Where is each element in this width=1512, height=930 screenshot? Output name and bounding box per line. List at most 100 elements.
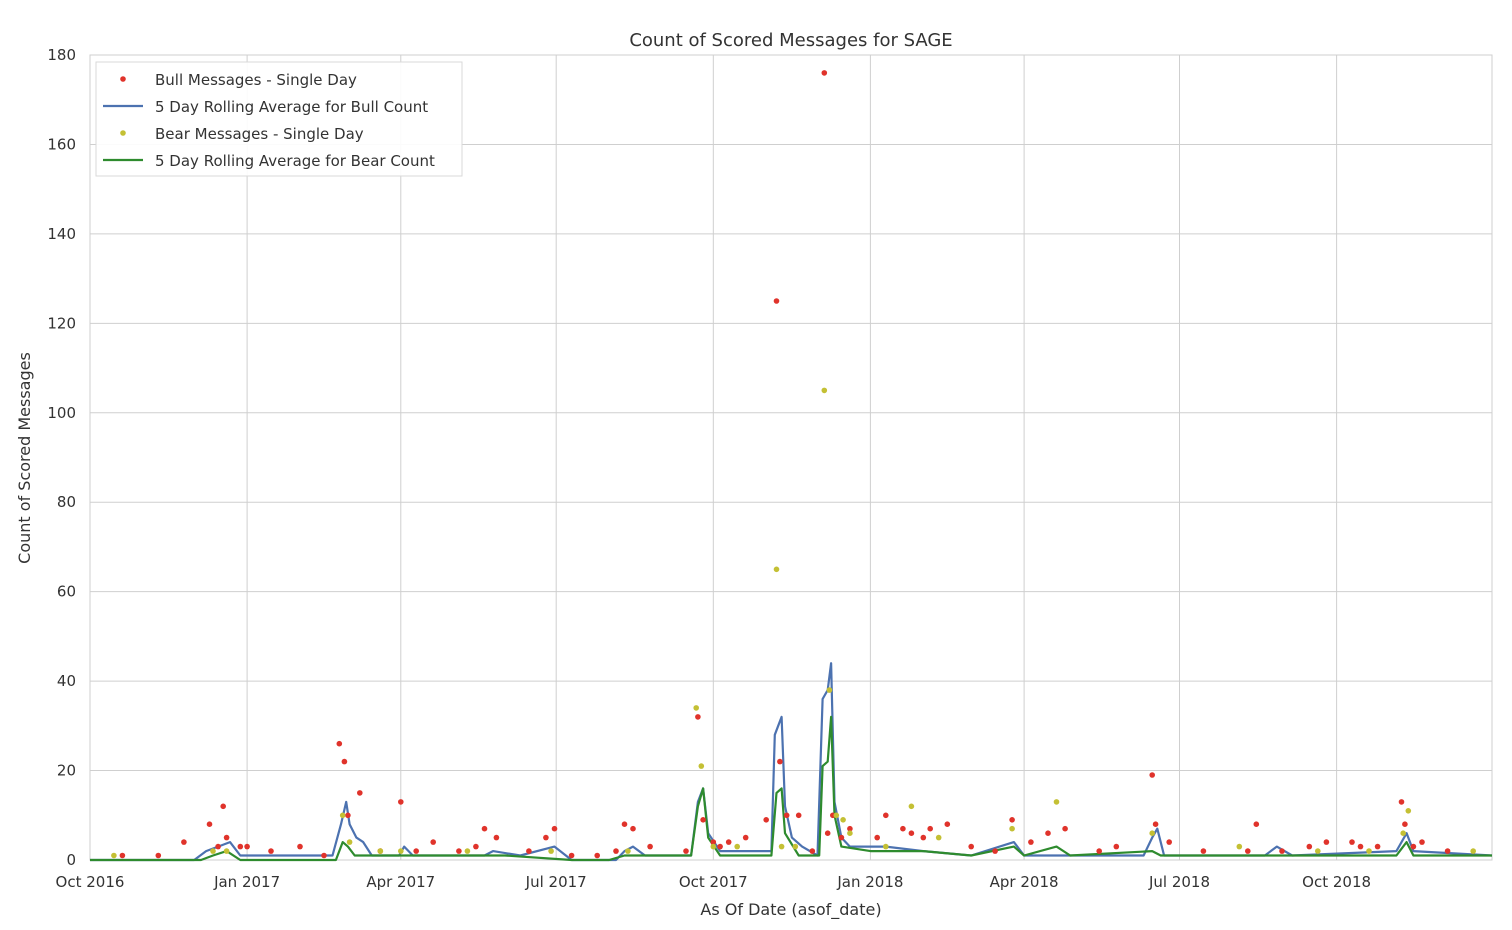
x-axis-label: As Of Date (asof_date) [700,900,881,920]
data-point [927,825,933,832]
data-point [809,848,816,854]
data-point [1470,848,1476,854]
data-point [883,843,889,850]
legend-label: Bear Messages - Single Day [155,125,364,143]
legend-bull-dot [120,76,126,82]
x-tick-label: Jul 2017 [525,873,587,891]
data-point [847,830,853,836]
data-point [321,852,327,859]
data-point [1405,808,1412,814]
data-point [908,803,915,810]
data-point [883,812,889,819]
data-point [717,843,723,850]
data-point [698,763,705,769]
data-point [783,812,790,819]
x-tick-label: Apr 2018 [990,873,1059,891]
data-point [357,790,363,796]
data-point [710,843,717,850]
data-point [1400,830,1406,836]
data-point [1402,821,1408,827]
data-point [821,387,828,394]
data-point [551,825,558,832]
data-point [920,834,927,841]
data-point [1306,843,1313,850]
data-point [625,848,631,854]
data-point [493,834,500,841]
y-tick-label: 40 [57,672,76,690]
data-point [268,848,274,854]
data-point [464,848,471,854]
x-tick-label: Oct 2017 [679,873,748,891]
y-tick-label: 0 [66,851,76,869]
data-point [526,848,532,854]
data-point [345,812,351,819]
y-tick-label: 140 [47,225,76,243]
data-point [206,821,213,827]
data-point [336,740,343,747]
y-tick-label: 20 [57,762,76,780]
data-point [695,714,701,720]
data-point [1410,843,1417,850]
data-point [481,825,488,832]
data-point [833,812,840,819]
data-point [630,825,636,832]
data-point [725,839,732,845]
legend-label: 5 Day Rolling Average for Bull Count [155,98,428,116]
data-point [734,843,740,850]
data-point [874,834,880,841]
series-1 [90,662,1493,862]
data-point [1200,848,1207,854]
data-point [1398,799,1405,805]
data-point [430,839,437,845]
data-point [1062,825,1068,832]
x-tick-label: Oct 2016 [56,873,125,891]
data-point [341,758,348,765]
data-point [1045,830,1051,836]
data-point [900,825,906,832]
y-tick-labels: 0 20 40 60 80 100 120 140 160 180 [47,46,76,869]
data-point [773,298,780,304]
data-point [838,834,845,841]
data-point [1419,839,1425,845]
chart-title: Count of Scored Messages for SAGE [629,30,952,51]
data-point [1245,848,1251,854]
x-tick-label: Apr 2017 [366,873,435,891]
data-point [1028,839,1034,845]
data-point [1444,848,1451,854]
data-point [346,839,353,845]
data-point [220,803,226,810]
legend-entry-bear-rolling: 5 Day Rolling Average for Bear Count [103,152,435,170]
data-point [548,848,554,854]
data-point [773,566,780,573]
series-line [90,662,1493,862]
x-tick-label: Jan 2017 [213,873,280,891]
data-point [935,834,942,841]
plot-area-frame [89,54,1493,861]
data-point [847,825,853,832]
data-point [613,848,619,854]
data-point [398,799,404,805]
data-point [908,830,915,836]
data-point [763,817,769,823]
data-point [1152,821,1159,827]
legend-entry-bull-single-day: Bull Messages - Single Day [120,71,357,89]
y-tick-label: 80 [57,493,76,511]
legend-entry-bear-single-day: Bear Messages - Single Day [120,125,364,143]
x-tick-label: Oct 2018 [1302,873,1371,891]
legend-box [95,61,463,177]
data-point [777,758,783,765]
data-point [181,839,187,845]
y-tick-label: 180 [47,46,76,64]
data-point [413,848,420,854]
data-point [1357,843,1364,850]
x-tick-labels: Oct 2016 Jan 2017 Apr 2017 Jul 2017 Oct 2017… [56,873,1371,891]
data-point [647,843,653,850]
data-point [1253,821,1260,827]
data-point [700,817,706,823]
data-point [1009,825,1015,832]
data-point [1349,839,1355,845]
y-tick-label: 100 [47,404,76,422]
series-line [90,715,1492,862]
data-point [1096,848,1102,854]
data-point [244,843,250,850]
